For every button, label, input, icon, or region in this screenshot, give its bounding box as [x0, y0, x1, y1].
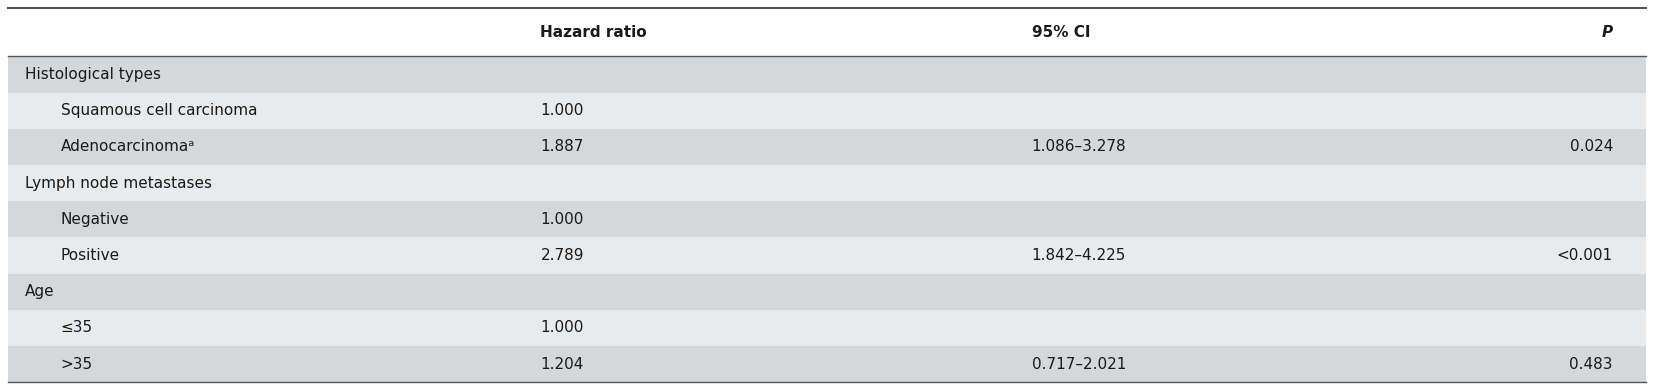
Bar	[8, 165, 1646, 201]
Text: Histological types: Histological types	[25, 67, 160, 82]
Bar	[8, 310, 1646, 346]
Text: Hazard ratio: Hazard ratio	[541, 25, 647, 40]
Text: >35: >35	[61, 356, 93, 372]
Bar	[8, 274, 1646, 310]
Text: Adenocarcinomaᵃ: Adenocarcinomaᵃ	[61, 140, 195, 154]
Text: 1.000: 1.000	[541, 103, 584, 118]
Text: 1.204: 1.204	[541, 356, 584, 372]
Text: 1.086–3.278: 1.086–3.278	[1032, 140, 1126, 154]
Bar	[8, 129, 1646, 165]
Text: Lymph node metastases: Lymph node metastases	[25, 176, 212, 191]
Text: Age: Age	[25, 284, 55, 299]
Text: P: P	[1601, 25, 1613, 40]
Bar	[8, 93, 1646, 129]
Text: Squamous cell carcinoma: Squamous cell carcinoma	[61, 103, 256, 118]
Text: 1.000: 1.000	[541, 212, 584, 227]
Bar	[8, 201, 1646, 238]
Text: 1.000: 1.000	[541, 321, 584, 335]
Text: Positive: Positive	[61, 248, 119, 263]
Text: 95% CI: 95% CI	[1032, 25, 1090, 40]
Text: 0.483: 0.483	[1570, 356, 1613, 372]
Bar	[8, 238, 1646, 274]
Text: Negative: Negative	[61, 212, 129, 227]
Bar	[8, 346, 1646, 382]
Bar	[8, 57, 1646, 93]
Text: 0.717–2.021: 0.717–2.021	[1032, 356, 1126, 372]
Text: 0.024: 0.024	[1570, 140, 1613, 154]
Text: ≤35: ≤35	[61, 321, 93, 335]
Text: <0.001: <0.001	[1556, 248, 1613, 263]
Text: 2.789: 2.789	[541, 248, 584, 263]
Text: 1.887: 1.887	[541, 140, 584, 154]
Text: 1.842–4.225: 1.842–4.225	[1032, 248, 1126, 263]
